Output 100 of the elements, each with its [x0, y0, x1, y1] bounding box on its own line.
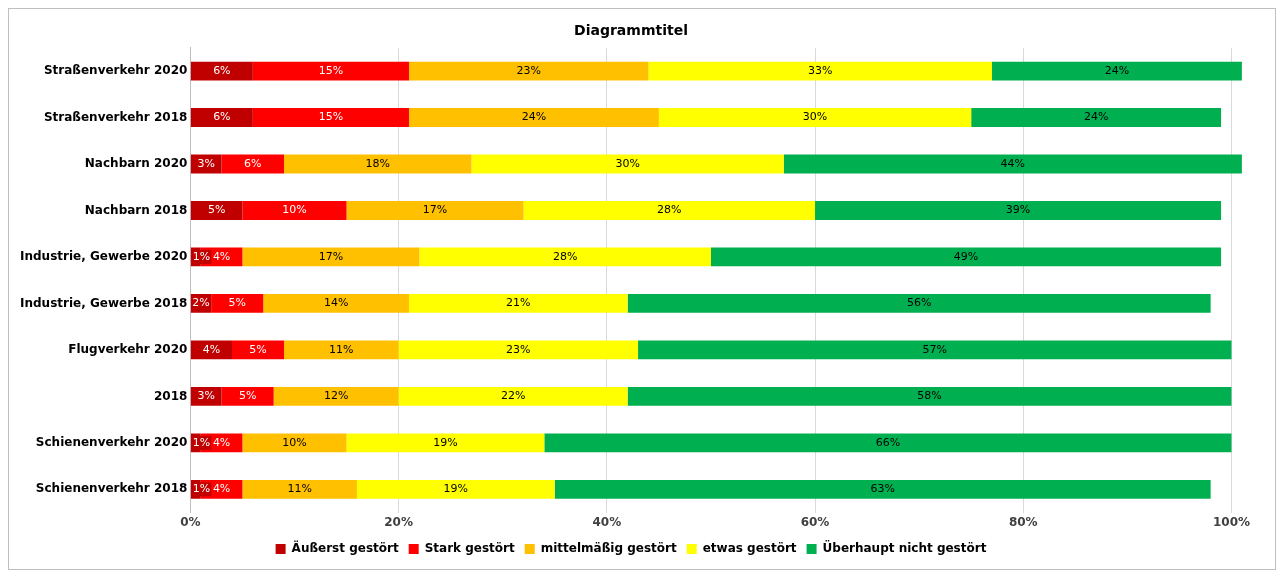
data-label: 22% — [500, 389, 526, 403]
y-tick-label: Industrie, Gewerbe 2018 — [19, 295, 188, 310]
data-label: 3% — [197, 156, 215, 170]
bar — [815, 201, 1222, 220]
data-label: 5% — [238, 389, 257, 403]
legend-label: Äußerst gestört — [291, 540, 399, 556]
bar — [346, 201, 524, 220]
bar — [419, 247, 711, 267]
bar — [284, 154, 472, 174]
y-tick-label: Industrie, Gewerbe 2020 — [19, 249, 188, 264]
x-tick-label: 100% — [1212, 514, 1250, 529]
data-label: 19% — [433, 435, 458, 449]
data-label: 23% — [506, 342, 531, 356]
bar — [284, 340, 399, 360]
x-tick-label: 0% — [180, 514, 201, 529]
data-label: 19% — [443, 482, 469, 496]
data-label: 21% — [506, 296, 531, 310]
data-label: 33% — [808, 63, 833, 77]
data-label: 10% — [282, 203, 307, 217]
data-label: 30% — [802, 110, 828, 124]
bar — [638, 340, 1232, 360]
data-label: 5% — [228, 296, 246, 310]
bar — [408, 294, 628, 313]
data-label: 15% — [318, 110, 344, 124]
bar — [971, 108, 1222, 127]
y-tick-label: Straßenverkehr 2018 — [43, 109, 188, 124]
data-label: 10% — [282, 435, 307, 449]
data-label: 24% — [521, 110, 547, 124]
bar — [471, 154, 784, 174]
data-label: 28% — [552, 249, 578, 263]
y-tick-label: Nachbarn 2018 — [84, 202, 188, 217]
bar — [211, 294, 264, 313]
data-label: 4% — [212, 482, 231, 496]
bar — [273, 386, 399, 406]
x-tick-label: 40% — [592, 514, 622, 529]
data-label: 6% — [244, 156, 262, 170]
x-tick-label: 20% — [384, 514, 413, 529]
legend-label: Stark gestört — [424, 541, 515, 556]
bar — [408, 61, 649, 81]
data-label: 4% — [202, 342, 221, 356]
bar — [263, 294, 409, 313]
bar — [190, 201, 243, 220]
bar — [658, 108, 972, 127]
bar — [398, 340, 639, 360]
bar — [252, 108, 409, 127]
data-label: 63% — [870, 482, 895, 496]
data-label: 12% — [323, 389, 349, 403]
bar — [346, 433, 545, 453]
y-tick-label: Flugverkehr 2020 — [68, 342, 188, 357]
data-label: 17% — [422, 203, 448, 217]
data-label: 58% — [917, 389, 942, 403]
data-label: 39% — [1005, 203, 1031, 217]
data-label: 14% — [323, 296, 349, 310]
bar — [242, 201, 347, 220]
data-label: 57% — [922, 342, 947, 356]
data-label: 6% — [213, 63, 231, 77]
data-label: 28% — [657, 203, 682, 217]
bar — [221, 386, 274, 406]
data-label: 5% — [249, 342, 267, 356]
bar — [356, 479, 555, 499]
bar — [992, 61, 1242, 81]
data-label: 44% — [1000, 156, 1026, 170]
data-label: 56% — [906, 296, 932, 310]
legend-label: Überhaupt nicht gestört — [822, 540, 987, 556]
data-label: 11% — [287, 482, 312, 496]
bar — [783, 154, 1242, 174]
data-label: 2% — [192, 296, 210, 310]
data-label: 4% — [212, 435, 231, 449]
bar — [242, 479, 357, 499]
legend-label: etwas gestört — [702, 541, 797, 556]
y-tick-label: Schienenverkehr 2020 — [35, 435, 188, 450]
data-label: 11% — [329, 342, 354, 356]
bar — [523, 201, 816, 220]
bar — [190, 108, 253, 127]
data-label: 4% — [212, 249, 231, 263]
data-label: 3% — [197, 389, 215, 403]
data-label: 5% — [207, 203, 226, 217]
chart-title: Diagrammtitel — [574, 22, 688, 39]
bar — [648, 61, 993, 81]
x-tick-label: 80% — [1008, 514, 1038, 529]
y-tick-label: 2018 — [153, 388, 188, 403]
bar — [710, 247, 1222, 267]
data-label: 6% — [213, 110, 231, 124]
bar — [408, 108, 659, 127]
x-tick-label: 60% — [800, 514, 830, 529]
y-tick-label: Schienenverkehr 2018 — [35, 481, 188, 496]
data-label: 15% — [318, 63, 344, 77]
data-label: 17% — [318, 249, 344, 263]
data-label: 24% — [1083, 110, 1109, 124]
bar — [554, 479, 1211, 499]
legend-label: mittelmäßig gestört — [540, 541, 677, 556]
y-tick-label: Nachbarn 2020 — [84, 156, 188, 171]
bar — [398, 386, 628, 406]
y-tick-label: Straßenverkehr 2020 — [43, 63, 188, 78]
bar — [627, 386, 1232, 406]
bar — [627, 294, 1211, 313]
bar — [242, 247, 420, 267]
data-label: 18% — [365, 156, 390, 170]
data-label: 23% — [516, 63, 541, 77]
bar — [544, 433, 1232, 453]
